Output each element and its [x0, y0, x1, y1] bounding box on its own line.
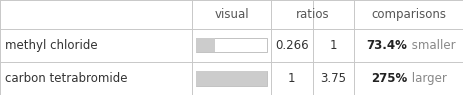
Text: 0.266: 0.266	[275, 39, 308, 52]
Bar	[196, 38, 215, 52]
Bar	[196, 38, 267, 52]
Text: 275%: 275%	[371, 72, 407, 85]
Text: 73.4%: 73.4%	[367, 39, 407, 52]
Text: 3.75: 3.75	[320, 72, 346, 85]
Text: comparisons: comparisons	[371, 8, 446, 21]
Text: smaller: smaller	[407, 39, 455, 52]
Bar	[196, 71, 267, 86]
Text: 1: 1	[330, 39, 337, 52]
Text: larger: larger	[407, 72, 446, 85]
Text: visual: visual	[214, 8, 249, 21]
Bar	[196, 71, 267, 86]
Text: methyl chloride: methyl chloride	[5, 39, 98, 52]
Text: carbon tetrabromide: carbon tetrabromide	[5, 72, 127, 85]
Text: ratios: ratios	[296, 8, 329, 21]
Text: 1: 1	[288, 72, 295, 85]
